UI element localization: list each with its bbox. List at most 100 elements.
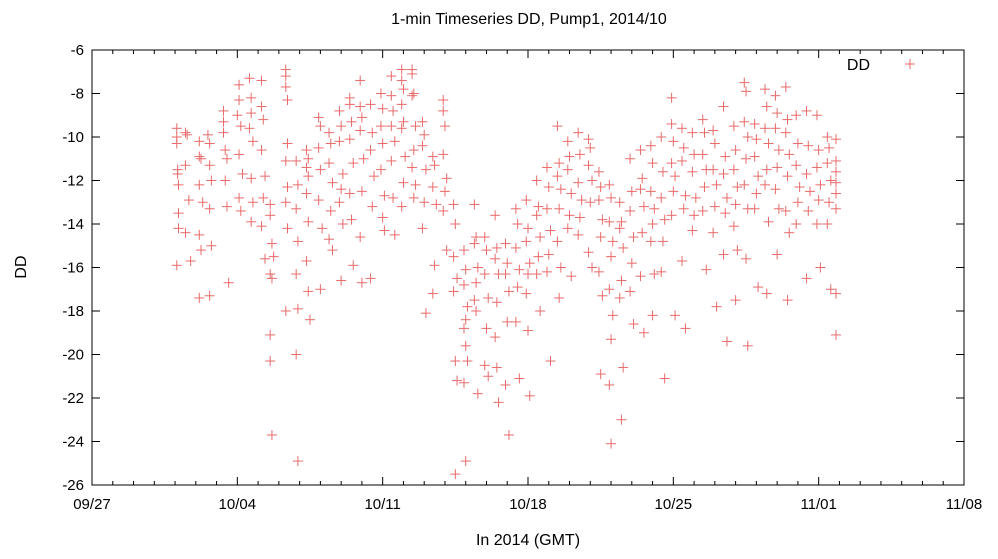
- data-point: [303, 153, 314, 164]
- data-point: [218, 105, 229, 116]
- data-point: [247, 136, 258, 147]
- data-point: [196, 153, 206, 164]
- data-point: [697, 205, 708, 216]
- data-point: [690, 192, 701, 203]
- data-point: [334, 136, 345, 147]
- data-point: [291, 155, 302, 166]
- data-point: [606, 334, 617, 345]
- data-point: [327, 177, 338, 188]
- data-point: [223, 277, 234, 288]
- data-point: [244, 123, 255, 134]
- data-point: [291, 269, 302, 280]
- data-point: [811, 110, 822, 121]
- data-point: [301, 145, 312, 156]
- data-point: [770, 184, 781, 195]
- data-point: [718, 101, 729, 112]
- data-point: [448, 251, 459, 262]
- data-point: [552, 171, 563, 182]
- data-point: [753, 282, 764, 293]
- data-point: [398, 84, 409, 95]
- data-point: [562, 164, 573, 175]
- data-point: [317, 223, 328, 234]
- y-tick-label: -20: [62, 347, 84, 364]
- data-point: [822, 158, 833, 169]
- data-point: [803, 140, 814, 151]
- data-point: [194, 136, 205, 147]
- data-point: [510, 242, 521, 253]
- data-point: [649, 203, 660, 214]
- data-point: [344, 99, 355, 110]
- data-point: [711, 179, 722, 190]
- data-point: [647, 219, 658, 229]
- data-point: [606, 438, 617, 449]
- data-point: [780, 205, 791, 216]
- data-point: [825, 284, 836, 295]
- y-tick-label: -24: [62, 434, 84, 451]
- data-point: [749, 118, 760, 129]
- data-point: [573, 229, 584, 240]
- data-point: [417, 223, 428, 234]
- data-point: [346, 116, 357, 127]
- data-point: [356, 112, 367, 123]
- data-point: [324, 127, 335, 138]
- data-point: [772, 162, 783, 173]
- legend-label-dd: DD: [847, 57, 870, 74]
- data-point: [396, 201, 407, 212]
- data-point: [325, 138, 336, 149]
- data-point: [825, 175, 836, 186]
- data-point: [479, 360, 490, 371]
- data-point: [171, 123, 182, 134]
- data-point: [749, 203, 760, 214]
- data-point: [659, 214, 670, 225]
- data-point: [246, 216, 257, 227]
- data-point: [471, 232, 482, 243]
- data-point: [542, 162, 553, 173]
- data-point: [638, 327, 649, 338]
- data-point: [524, 390, 535, 401]
- data-point: [593, 195, 604, 206]
- data-point: [645, 236, 656, 247]
- data-point: [761, 164, 772, 175]
- data-point: [604, 179, 615, 190]
- data-point: [265, 329, 276, 340]
- data-point: [172, 168, 183, 179]
- data-point: [204, 290, 215, 301]
- data-point: [256, 221, 267, 232]
- data-point: [676, 155, 687, 166]
- data-point: [427, 151, 438, 162]
- data-point: [348, 260, 359, 271]
- data-point: [292, 236, 303, 247]
- data-point: [566, 271, 577, 282]
- y-tick-label: -18: [62, 303, 84, 320]
- data-point: [265, 269, 276, 280]
- data-point: [441, 245, 452, 256]
- data-point: [388, 105, 399, 116]
- data-point: [204, 138, 215, 149]
- data-point: [730, 295, 741, 306]
- data-point: [315, 164, 326, 175]
- data-point: [256, 75, 267, 86]
- data-point: [408, 192, 419, 203]
- legend-marker-dd: [905, 59, 915, 69]
- data-point: [607, 236, 618, 247]
- data-point: [481, 245, 492, 256]
- data-point: [462, 301, 473, 312]
- data-point: [377, 138, 388, 149]
- data-point: [676, 123, 687, 134]
- data-point: [247, 197, 258, 208]
- data-point: [303, 286, 314, 297]
- data-point: [770, 90, 781, 101]
- data-point: [438, 95, 449, 106]
- data-point: [491, 297, 502, 308]
- data-point: [377, 103, 388, 114]
- data-point: [206, 240, 217, 251]
- data-point: [344, 134, 355, 145]
- data-point: [197, 197, 208, 208]
- y-axis-label: DD: [13, 255, 30, 278]
- data-point: [348, 158, 359, 169]
- data-point: [811, 219, 822, 229]
- data-point: [337, 168, 348, 179]
- data-point: [645, 186, 656, 197]
- data-point: [583, 247, 594, 258]
- data-point: [545, 356, 556, 367]
